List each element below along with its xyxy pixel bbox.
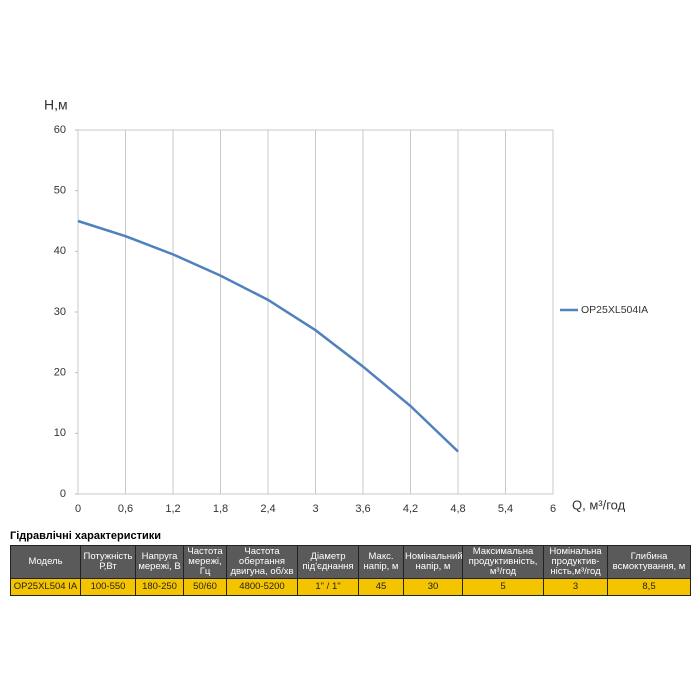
header-cell: Максимальна продуктивність, м³/год [462, 545, 544, 579]
x-tick-label: 4,2 [403, 503, 418, 515]
x-tick-label: 1,8 [213, 503, 228, 515]
y-tick-label: 0 [60, 488, 66, 500]
header-cell: Номінальна продуктив-ність,м³/год [543, 545, 608, 579]
y-tick-label: 50 [54, 185, 66, 197]
x-tick-label: 4,8 [450, 503, 465, 515]
y-tick-label: 40 [54, 245, 66, 257]
header-cell: Макс. напір, м [358, 545, 404, 579]
cell: 1" / 1" [297, 578, 359, 596]
y-axis-label: Н,м [44, 97, 68, 113]
cell: 8,5 [607, 578, 691, 596]
cell: 3 [543, 578, 608, 596]
x-tick-label: 1,2 [165, 503, 180, 515]
header-cell: Номінальний напір, м [403, 545, 463, 579]
x-tick-label: 3 [312, 503, 318, 515]
x-tick-label: 0 [75, 503, 81, 515]
cell: 180-250 [135, 578, 184, 596]
header-cell: Потужність Р,Вт [80, 545, 136, 579]
header-cell: Глибина всмоктування, м [607, 545, 691, 579]
cell: 5 [462, 578, 544, 596]
y-tick-label: 30 [54, 306, 66, 318]
cell: 45 [358, 578, 404, 596]
cell: 30 [403, 578, 463, 596]
header-cell: Діаметр під'єднання [297, 545, 359, 579]
x-tick-label: 3,6 [355, 503, 370, 515]
legend-label: OP25XL504IA [581, 304, 648, 316]
table-row: Модель Потужність Р,Вт Напруга мережі, В Ча… [10, 545, 691, 579]
chart: Н,м Q, м³/год 0 10 20 30 40 50 60 0 0,6 1,2 1,8 2,4… [44, 97, 648, 515]
x-tick-label: 0,6 [118, 503, 133, 515]
x-tick-label: 5,4 [498, 503, 513, 515]
cell: 50/60 [183, 578, 227, 596]
y-tick-label: 10 [54, 427, 66, 439]
header-cell: Частота обертання двигуна, об/хв [226, 545, 298, 579]
x-tick-label: 6 [550, 503, 556, 515]
spec-table: Модель Потужність Р,Вт Напруга мережі, В Ча… [10, 545, 691, 596]
cell: 4800-5200 [226, 578, 298, 596]
header-cell: Напруга мережі, В [135, 545, 184, 579]
x-tick-label: 2,4 [260, 503, 275, 515]
header-cell: Модель [10, 545, 81, 579]
cell: 100-550 [80, 578, 136, 596]
y-tick-label: 60 [54, 124, 66, 136]
series-line [77, 219, 459, 453]
header-cell: Частота мережі, Гц [183, 545, 227, 579]
table-row: OP25XL504 IA 100-550 180-250 50/60 4800-5200… [10, 578, 691, 596]
y-tick-label: 20 [54, 367, 66, 379]
x-axis-label: Q, м³/год [572, 497, 626, 512]
table-title: Гідравлічні характеристики [10, 530, 162, 542]
cell: OP25XL504 IA [10, 578, 81, 596]
